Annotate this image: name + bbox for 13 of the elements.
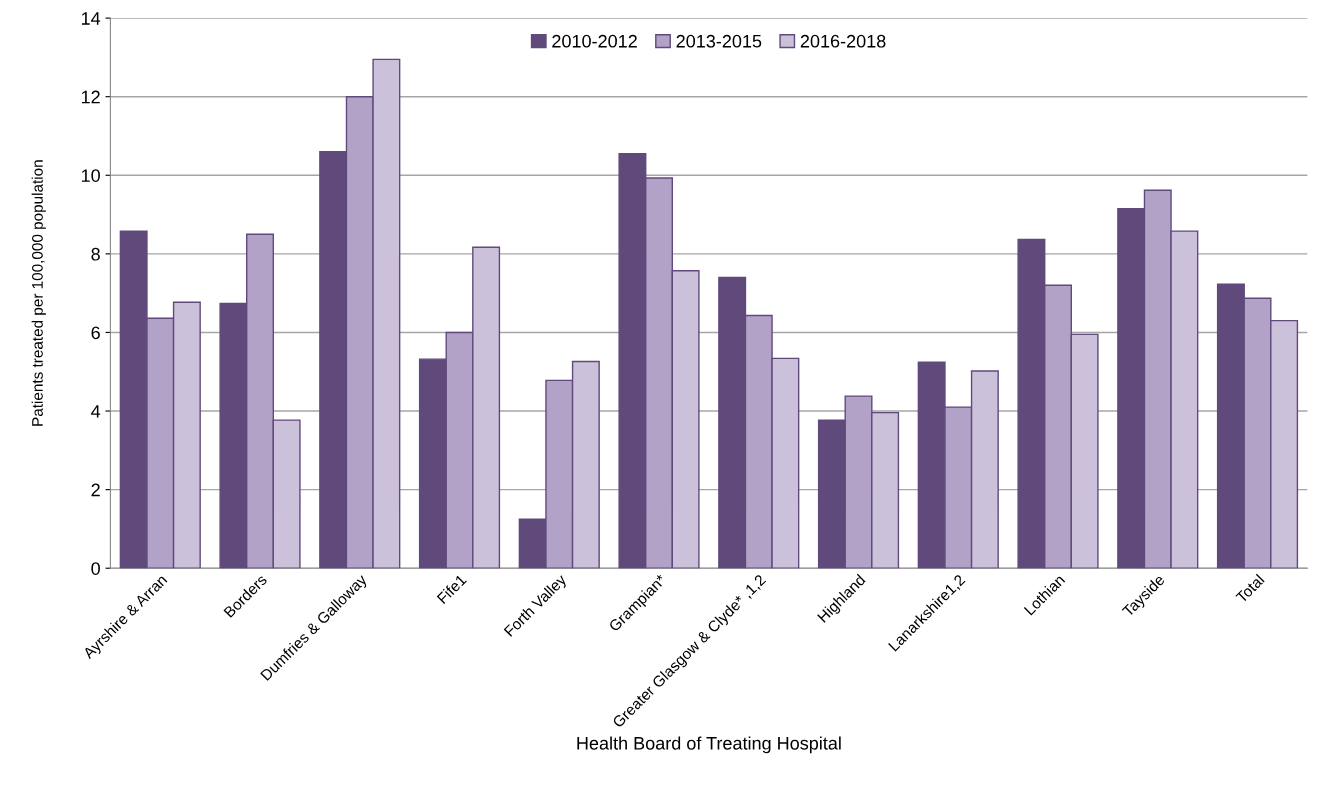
y-tick-label: 6 <box>91 326 100 340</box>
legend-label: 2013-2015 <box>676 34 762 48</box>
y-tick-label: 4 <box>91 405 101 418</box>
y-tick-label: 2 <box>91 483 100 497</box>
y-axis-title: Patients treated per 100,000 population <box>31 160 46 426</box>
legend-label: 2010-2012 <box>552 34 637 48</box>
x-axis-title: Health Board of Treating Hospital <box>577 736 841 754</box>
y-tick-label: 8 <box>91 247 100 261</box>
y-tick-label: 12 <box>81 90 100 104</box>
legend-label: 2016-2018 <box>800 34 886 48</box>
y-tick-label: 10 <box>81 169 100 182</box>
y-tick-label: 0 <box>91 562 100 575</box>
y-tick-label: 14 <box>81 12 101 25</box>
